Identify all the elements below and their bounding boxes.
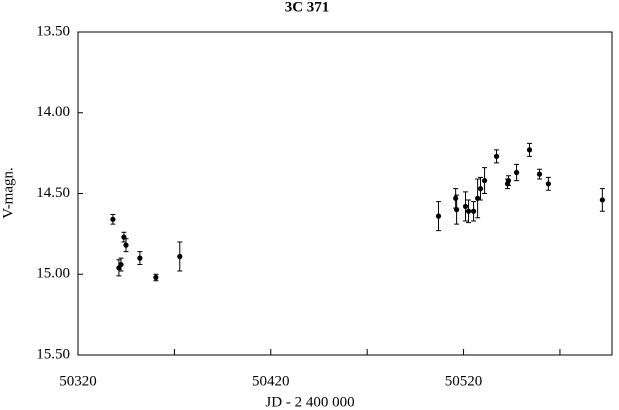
data-point [453,195,459,201]
data-point [513,169,520,176]
data-point [505,177,512,184]
y-axis-label: V-magn. [0,167,16,219]
data-point [526,147,533,153]
chart-title: 3C 371 [285,0,330,15]
x-tick-label: 50420 [252,373,290,389]
data-point [137,255,143,261]
data-point [536,171,543,177]
data-point [118,261,124,268]
data-point [110,216,116,222]
data-point [435,213,442,219]
data-point [454,207,460,213]
data-point [599,197,605,203]
y-tick-label: 14.00 [36,104,70,120]
y-tick-label: 15.00 [36,266,70,282]
data-point [177,253,183,260]
y-tick-label: 13.50 [36,23,70,39]
y-tick-label: 14.50 [36,185,70,201]
data-point [153,274,159,281]
data-point [477,186,484,192]
y-tick-label: 15.50 [36,346,70,362]
plot-frame [77,31,613,356]
data-point [481,177,488,184]
data-point [465,208,472,214]
data-point [470,208,477,214]
data-point [123,242,129,248]
x-tick-label: 50520 [445,373,483,389]
data-point [462,203,469,210]
x-axis-label: JD - 2 400 000 [265,394,354,410]
x-tick-label: 50320 [59,373,97,389]
data-point [493,153,500,159]
data-point [545,181,551,187]
